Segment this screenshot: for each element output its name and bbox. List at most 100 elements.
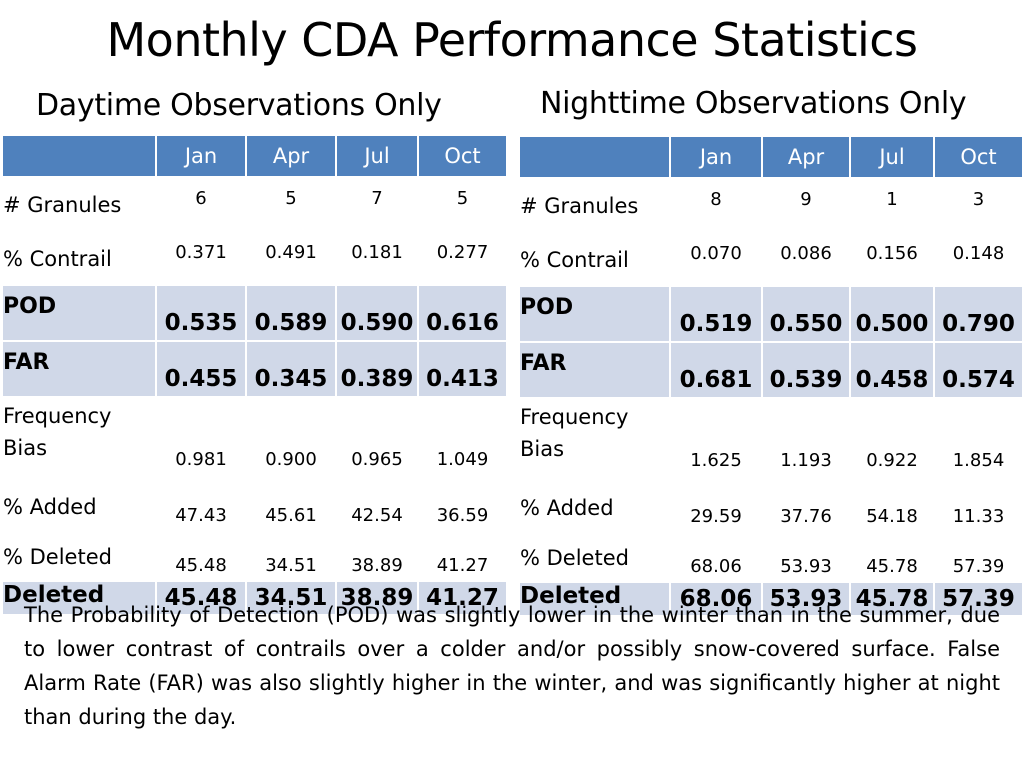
row-label: % Deleted	[520, 533, 671, 583]
cell-value: 34.51	[246, 582, 337, 614]
cell-value: 38.89	[336, 582, 419, 614]
header-row: Jan Apr Jul Oct	[520, 137, 1022, 179]
cell-value: 8	[670, 178, 763, 233]
cell-value: 45.61	[246, 482, 337, 532]
table-row: FAR 0.681 0.539 0.458 0.574	[520, 342, 1022, 399]
cell-value: 0.148	[934, 233, 1022, 287]
cell-value: 0.156	[850, 233, 935, 287]
table-row: % Added 29.59 37.76 54.18 11.33	[520, 483, 1022, 533]
daytime-table: Jan Apr Jul Oct # Granules 6 5 7 5 % Con…	[3, 136, 506, 614]
cell-value: 41.27	[418, 532, 506, 582]
table-row: POD 0.519 0.550 0.500 0.790	[520, 287, 1022, 343]
cell-value: 38.89	[336, 532, 419, 582]
cell-value: 0.965	[336, 397, 419, 482]
cell-value: 53.93	[762, 533, 851, 583]
cell-value: 0.519	[670, 287, 763, 343]
cell-value: 57.39	[934, 583, 1022, 615]
cell-value: 7	[336, 177, 419, 232]
row-label: FAR	[3, 341, 157, 398]
cell-value: 45.48	[156, 532, 247, 582]
cell-value: 0.900	[246, 397, 337, 482]
month-header: Jan	[156, 136, 247, 178]
cell-value: 0.500	[850, 287, 935, 343]
cell-value: 6	[156, 177, 247, 232]
table-row: % Deleted 68.06 53.93 45.78 57.39	[520, 533, 1022, 583]
table-row: Deleted 68.06 53.93 45.78 57.39	[520, 583, 1022, 615]
month-header: Jul	[850, 137, 935, 179]
month-header: Apr	[762, 137, 851, 179]
nighttime-heading: Nighttime Observations Only	[540, 86, 967, 121]
table-row: Frequency Bias 0.981 0.900 0.965 1.049	[3, 397, 506, 482]
cell-value: 45.78	[850, 533, 935, 583]
month-header: Apr	[246, 136, 337, 178]
row-label: # Granules	[520, 178, 671, 233]
cell-value: 9	[762, 178, 851, 233]
cell-value: 0.589	[246, 286, 337, 342]
row-label: % Contrail	[520, 233, 671, 287]
table-row: Frequency Bias 1.625 1.193 0.922 1.854	[520, 398, 1022, 483]
month-header: Oct	[418, 136, 506, 178]
cell-value: 45.78	[850, 583, 935, 615]
cell-value: 1	[850, 178, 935, 233]
row-label: Deleted	[520, 583, 671, 615]
table-row: # Granules 8 9 1 3	[520, 178, 1022, 233]
cell-value: 0.539	[762, 342, 851, 399]
cell-value: 29.59	[670, 483, 763, 533]
cell-value: 1.193	[762, 398, 851, 483]
cell-value: 68.06	[670, 533, 763, 583]
cell-value: 0.181	[336, 232, 419, 286]
cell-value: 1.854	[934, 398, 1022, 483]
caption-paragraph: The Probability of Detection (POD) was s…	[24, 603, 1000, 729]
row-label: % Added	[3, 482, 157, 532]
cell-value: 0.790	[934, 287, 1022, 343]
row-label: Deleted	[3, 582, 157, 614]
cell-value: 0.277	[418, 232, 506, 286]
cell-value: 0.413	[418, 341, 506, 398]
header-corner	[3, 136, 157, 178]
cell-value: 11.33	[934, 483, 1022, 533]
table-row: FAR 0.455 0.345 0.389 0.413	[3, 341, 506, 398]
cell-value: 37.76	[762, 483, 851, 533]
daytime-heading: Daytime Observations Only	[36, 88, 442, 123]
cell-value: 0.681	[670, 342, 763, 399]
cell-value: 1.625	[670, 398, 763, 483]
header-row: Jan Apr Jul Oct	[3, 136, 506, 178]
row-label: # Granules	[3, 177, 157, 232]
header-corner	[520, 137, 671, 179]
cell-value: 54.18	[850, 483, 935, 533]
row-label: POD	[3, 286, 157, 342]
nighttime-table: Jan Apr Jul Oct # Granules 8 9 1 3 % Con…	[520, 137, 1022, 615]
table-row: % Contrail 0.070 0.086 0.156 0.148	[520, 233, 1022, 287]
row-label: % Added	[520, 483, 671, 533]
cell-value: 5	[246, 177, 337, 232]
table-row: # Granules 6 5 7 5	[3, 177, 506, 232]
cell-value: 0.389	[336, 341, 419, 398]
cell-value: 0.491	[246, 232, 337, 286]
cell-value: 0.590	[336, 286, 419, 342]
cell-value: 0.574	[934, 342, 1022, 399]
month-header: Jan	[670, 137, 763, 179]
cell-value: 0.455	[156, 341, 247, 398]
cell-value: 0.345	[246, 341, 337, 398]
cell-value: 34.51	[246, 532, 337, 582]
cell-value: 3	[934, 178, 1022, 233]
cell-value: 0.070	[670, 233, 763, 287]
cell-value: 0.550	[762, 287, 851, 343]
cell-value: 47.43	[156, 482, 247, 532]
cell-value: 0.616	[418, 286, 506, 342]
cell-value: 0.086	[762, 233, 851, 287]
cell-value: 68.06	[670, 583, 763, 615]
cell-value: 0.371	[156, 232, 247, 286]
cell-value: 42.54	[336, 482, 419, 532]
cell-value: 0.981	[156, 397, 247, 482]
cell-value: 45.48	[156, 582, 247, 614]
row-label: % Contrail	[3, 232, 157, 286]
month-header: Oct	[934, 137, 1022, 179]
row-label: Frequency Bias	[3, 397, 157, 482]
table-row: % Added 47.43 45.61 42.54 36.59	[3, 482, 506, 532]
cell-value: 57.39	[934, 533, 1022, 583]
cell-value: 0.535	[156, 286, 247, 342]
cell-value: 53.93	[762, 583, 851, 615]
cell-value: 36.59	[418, 482, 506, 532]
cell-value: 1.049	[418, 397, 506, 482]
